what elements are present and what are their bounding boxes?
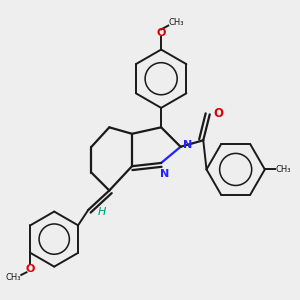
Text: O: O: [26, 264, 35, 274]
Text: N: N: [183, 140, 192, 150]
Text: O: O: [213, 106, 223, 120]
Text: CH₃: CH₃: [275, 165, 291, 174]
Text: H: H: [98, 207, 106, 217]
Text: CH₃: CH₃: [5, 273, 21, 282]
Text: O: O: [157, 28, 166, 38]
Text: CH₃: CH₃: [169, 19, 184, 28]
Text: N: N: [160, 169, 170, 179]
